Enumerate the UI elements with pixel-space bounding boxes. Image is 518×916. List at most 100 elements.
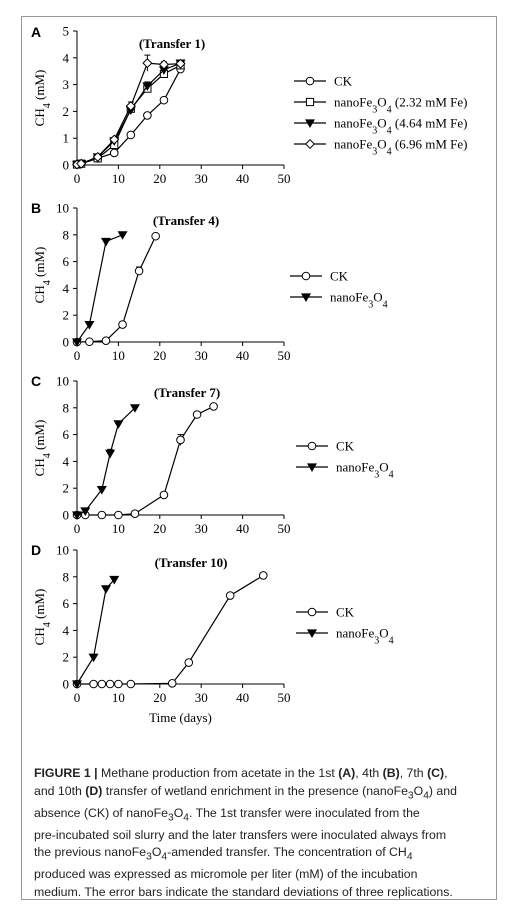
series-1: [72, 404, 140, 520]
series-0: [72, 571, 268, 689]
x-tick-label: 40: [236, 521, 249, 536]
data-point: [117, 231, 128, 240]
series-line: [76, 407, 136, 516]
legend-entry: nanoFe3O4 (2.32 mM Fe): [294, 95, 468, 116]
y-tick-label: 1: [63, 131, 70, 146]
figure-caption: FIGURE 1 | Methane production from aceta…: [34, 765, 486, 902]
series-line: [76, 234, 123, 343]
legend-entry: CK: [294, 74, 353, 89]
data-point: [105, 679, 115, 689]
data-point: [114, 510, 123, 520]
y-tick-label: 2: [63, 481, 70, 496]
x-tick-label: 0: [74, 521, 81, 536]
legend-entry: CK: [296, 439, 355, 454]
data-point: [76, 158, 87, 169]
data-point: [72, 680, 82, 689]
legend-marker: [301, 293, 311, 302]
caption-line-4: pre-incubated soil slurry and the later …: [34, 827, 447, 842]
data-point: [80, 507, 91, 516]
series-line: [77, 405, 214, 516]
x-tick-label: 0: [74, 348, 81, 363]
x-tick-label: 0: [74, 171, 81, 186]
y-axis-label: CH4 (mM): [32, 420, 53, 477]
data-point: [225, 591, 235, 600]
legend-entry: nanoFe3O4: [290, 290, 388, 311]
legend-label: nanoFe3O4 (6.96 mM Fe): [334, 137, 468, 158]
x-tick-label: 50: [278, 521, 291, 536]
series-line: [76, 68, 182, 166]
legend-marker: [307, 441, 317, 451]
legend-label: CK: [330, 269, 349, 284]
series-0: [72, 64, 185, 169]
caption-figure-label: FIGURE 1 |: [34, 766, 98, 780]
y-tick-label: 10: [56, 201, 69, 216]
legend-entry: CK: [296, 605, 355, 620]
x-tick-label: 30: [195, 690, 208, 705]
panel-letter: A: [31, 24, 41, 40]
y-tick-label: 2: [63, 650, 70, 665]
legend-marker: [305, 76, 315, 86]
panel-letter: B: [31, 200, 41, 216]
y-tick-label: 2: [63, 308, 70, 323]
data-point: [100, 585, 111, 594]
y-tick-label: 10: [56, 543, 69, 558]
data-point: [109, 148, 119, 158]
series-line: [76, 62, 181, 166]
data-point: [84, 320, 95, 330]
data-point: [158, 59, 169, 70]
panel-letter: C: [31, 373, 41, 389]
y-tick-label: 8: [63, 569, 70, 584]
series-1: [72, 231, 128, 347]
x-tick-label: 10: [112, 171, 125, 186]
y-tick-label: 4: [63, 281, 70, 296]
data-point: [113, 420, 124, 429]
x-tick-label: 20: [153, 690, 166, 705]
legend-label: nanoFe3O4 (2.32 mM Fe): [334, 95, 468, 116]
legend-marker: [305, 119, 315, 128]
y-tick-label: 8: [63, 227, 70, 242]
data-point: [209, 402, 218, 411]
x-axis-label: Time (days): [149, 710, 212, 725]
data-point: [72, 511, 82, 520]
legend-label: nanoFe3O4: [330, 290, 388, 311]
data-point: [109, 575, 120, 585]
data-point: [126, 130, 136, 140]
legend-marker: [301, 271, 311, 281]
x-tick-label: 10: [112, 521, 125, 536]
x-tick-label: 10: [112, 348, 125, 363]
caption-line-7: medium. The error bars indicate the stan…: [34, 884, 453, 899]
panel-letter: D: [31, 542, 41, 558]
legend-label: nanoFe3O4: [336, 460, 394, 481]
legend-marker: [304, 138, 316, 150]
y-tick-label: 3: [63, 77, 70, 92]
data-point: [97, 510, 107, 520]
y-tick-label: 4: [63, 623, 70, 638]
legend-label: nanoFe3O4 (4.64 mM Fe): [334, 116, 468, 137]
y-tick-label: 2: [63, 104, 70, 119]
data-point: [114, 679, 123, 689]
data-point: [109, 134, 120, 145]
legend-marker: [307, 463, 317, 472]
caption-line-2: and 10th (D) transfer of wetland enrichm…: [34, 783, 457, 802]
data-point: [72, 338, 82, 347]
x-tick-label: 50: [278, 690, 291, 705]
x-tick-label: 20: [153, 171, 166, 186]
legend-marker: [305, 97, 315, 107]
data-point: [85, 337, 94, 347]
data-point: [118, 320, 127, 329]
data-point: [259, 571, 268, 580]
chart-panel-c: C 0 2 4 6 8 10 0 10 20 30 40 50 CH4 (mM) (Transfer 7) C…: [31, 373, 394, 536]
panel-title: (Transfer 1): [139, 36, 205, 51]
data-point: [97, 679, 107, 689]
y-tick-label: 4: [63, 50, 70, 65]
data-point: [176, 435, 185, 445]
data-point: [175, 58, 186, 69]
legend-entry: nanoFe3O4: [296, 626, 394, 646]
series-0: [72, 402, 218, 520]
y-tick-label: 5: [63, 24, 70, 39]
series-0: [72, 231, 160, 347]
data-point: [151, 231, 160, 241]
figure-frame: [21, 16, 497, 900]
